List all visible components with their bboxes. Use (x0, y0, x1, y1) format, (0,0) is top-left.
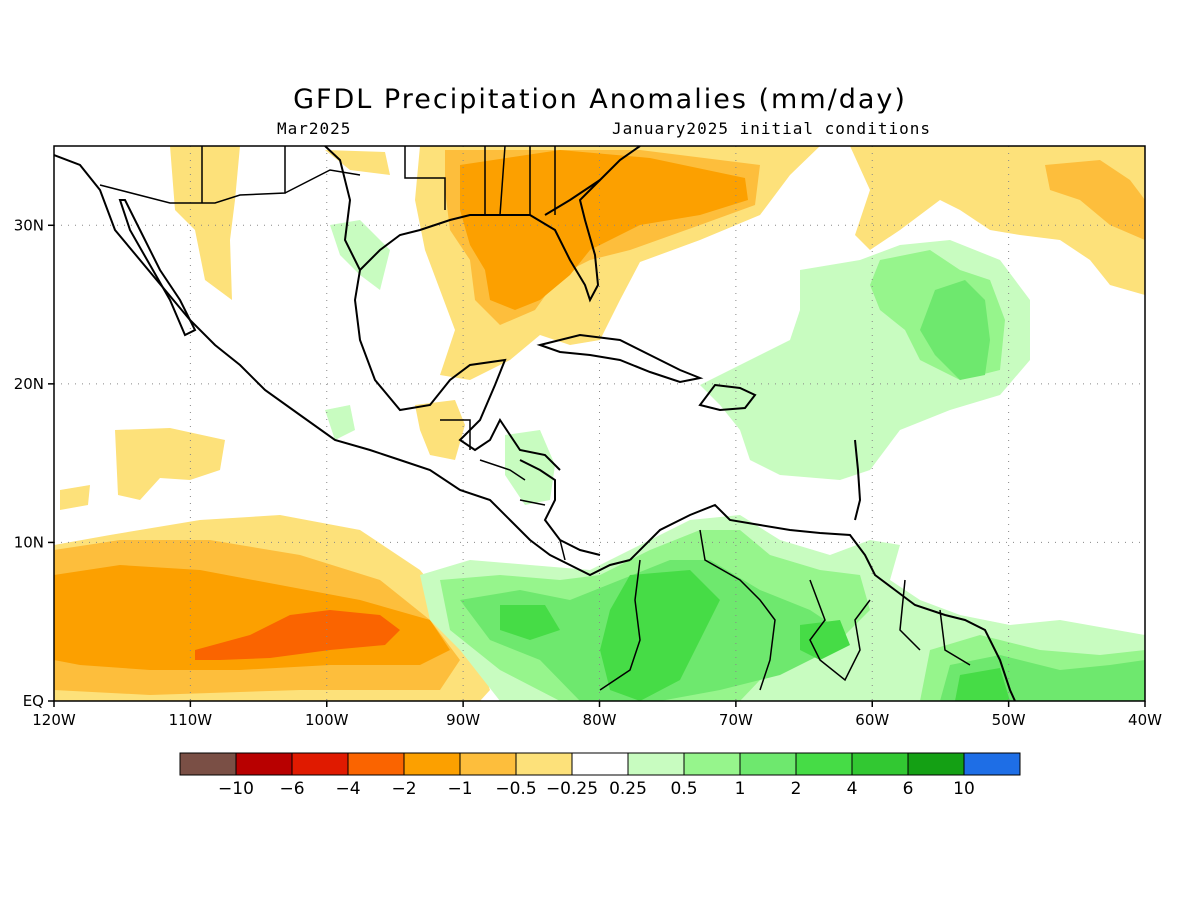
border-colombia-ecuador (599, 559, 641, 691)
colorbar: −10 −6 −4 −2 −1 −0.5 −0.25 0.25 0.5 1 2 4 6 10 (179, 752, 1021, 799)
colorbar-label: −0.25 (546, 779, 598, 799)
map-title: GFDL Precipitation Anomalies (mm/day) (293, 84, 907, 115)
colorbar-swatch (403, 752, 461, 776)
dry-anomaly-northwest (170, 146, 240, 300)
lon-tick-label: 90W (446, 711, 480, 729)
colorbar-swatch (683, 752, 741, 776)
coastline-us-east (544, 179, 601, 216)
wet-anomaly-mexico-south (325, 405, 355, 440)
colorbar-label: 0.25 (609, 779, 647, 799)
colorbar-label: −10 (218, 779, 254, 799)
political-borders (99, 146, 971, 691)
dry-anomaly-mexico-west (115, 428, 225, 500)
wet-anomaly-central-america-light (505, 430, 555, 505)
coastline-cuba (536, 333, 704, 384)
dry-anomaly-gulf-us (325, 150, 390, 175)
colorbar-swatch (627, 752, 685, 776)
lon-tick-label: 80W (583, 711, 617, 729)
colorbar-swatch (963, 752, 1021, 776)
wet-anomaly-atlantic-strong (920, 280, 990, 380)
colorbar-swatch (347, 752, 405, 776)
wet-anomaly-colombia-very-strong (500, 570, 720, 701)
coastline-south-america-north (629, 503, 1016, 701)
colorbar-swatch (179, 752, 237, 776)
colorbar-label: −6 (279, 779, 304, 799)
colorbar-label: −0.5 (495, 779, 536, 799)
dry-anomaly-yucatan (415, 400, 465, 460)
colorbar-label: 1 (735, 779, 746, 799)
coastline-hispaniola (698, 383, 757, 412)
colorbar-label: −1 (447, 779, 472, 799)
coastline-baja (118, 199, 197, 337)
colorbar-swatch (459, 752, 517, 776)
anomaly-field (54, 146, 1145, 701)
colorbar-swatch (515, 752, 573, 776)
lat-tick-label: 10N (14, 533, 44, 551)
colorbar-label: 4 (847, 779, 858, 799)
wet-anomaly-amazon-very-strong (800, 620, 850, 660)
lon-tick-label: 60W (855, 711, 889, 729)
colorbar-swatch (907, 752, 965, 776)
colorbar-label: 0.5 (670, 779, 697, 799)
border-central-america (440, 419, 566, 561)
lon-tick-label: 50W (992, 711, 1026, 729)
coastlines (54, 146, 1016, 701)
lon-tick-label: 100W (305, 711, 349, 729)
colorbar-swatch (571, 752, 629, 776)
wet-anomaly-amapa-very-strong (955, 668, 1010, 701)
dry-anomaly-atlantic-mid (1045, 160, 1145, 240)
border-us-mexico-east (284, 169, 361, 194)
forecast-month: Mar2025 (277, 119, 352, 138)
coastline-north-america-west (54, 154, 631, 577)
lat-lon-grid (54, 146, 1145, 701)
border-colombia-venezuela (699, 529, 776, 691)
colorbar-swatch (291, 752, 349, 776)
lon-tick-label: 110W (169, 711, 213, 729)
colorbar-label: 6 (903, 779, 914, 799)
lat-tick-label: 20N (14, 375, 44, 393)
dry-anomaly-southeast-us-strong (460, 150, 748, 310)
dry-anomaly-pacific-very-strong (195, 610, 400, 660)
colorbar-swatch (795, 752, 853, 776)
colorbar-label: 2 (791, 779, 802, 799)
border-guyanas (899, 579, 971, 666)
lat-tick-label: 30N (14, 216, 44, 234)
colorbar-label: −4 (335, 779, 360, 799)
coastline-central-america-east (519, 459, 601, 556)
lon-tick-label: 70W (719, 711, 753, 729)
colorbar-swatch (851, 752, 909, 776)
border-venezuela-guyana (809, 579, 871, 682)
colorbar-swatch (235, 752, 293, 776)
dry-anomaly-mexico-coast (60, 485, 90, 510)
colorbar-label: −2 (391, 779, 416, 799)
lon-tick-label: 120W (32, 711, 76, 729)
border-us-mexico (99, 146, 286, 204)
lon-tick-label: 40W (1128, 711, 1162, 729)
coastline-gulf-of-mexico (324, 146, 561, 471)
lat-tick-label: EQ (23, 692, 44, 710)
initial-conditions: January2025 initial conditions (612, 119, 931, 138)
colorbar-swatch (739, 752, 797, 776)
coastline-us-gulf (359, 146, 641, 303)
colorbar-label: 10 (953, 779, 975, 799)
border-us-states (201, 146, 556, 216)
map-axes: 120W 110W 100W 90W 80W 70W 60W 50W 40W EQ 10N 20N 30… (14, 216, 1162, 729)
coastline-lesser-antilles (854, 439, 862, 521)
